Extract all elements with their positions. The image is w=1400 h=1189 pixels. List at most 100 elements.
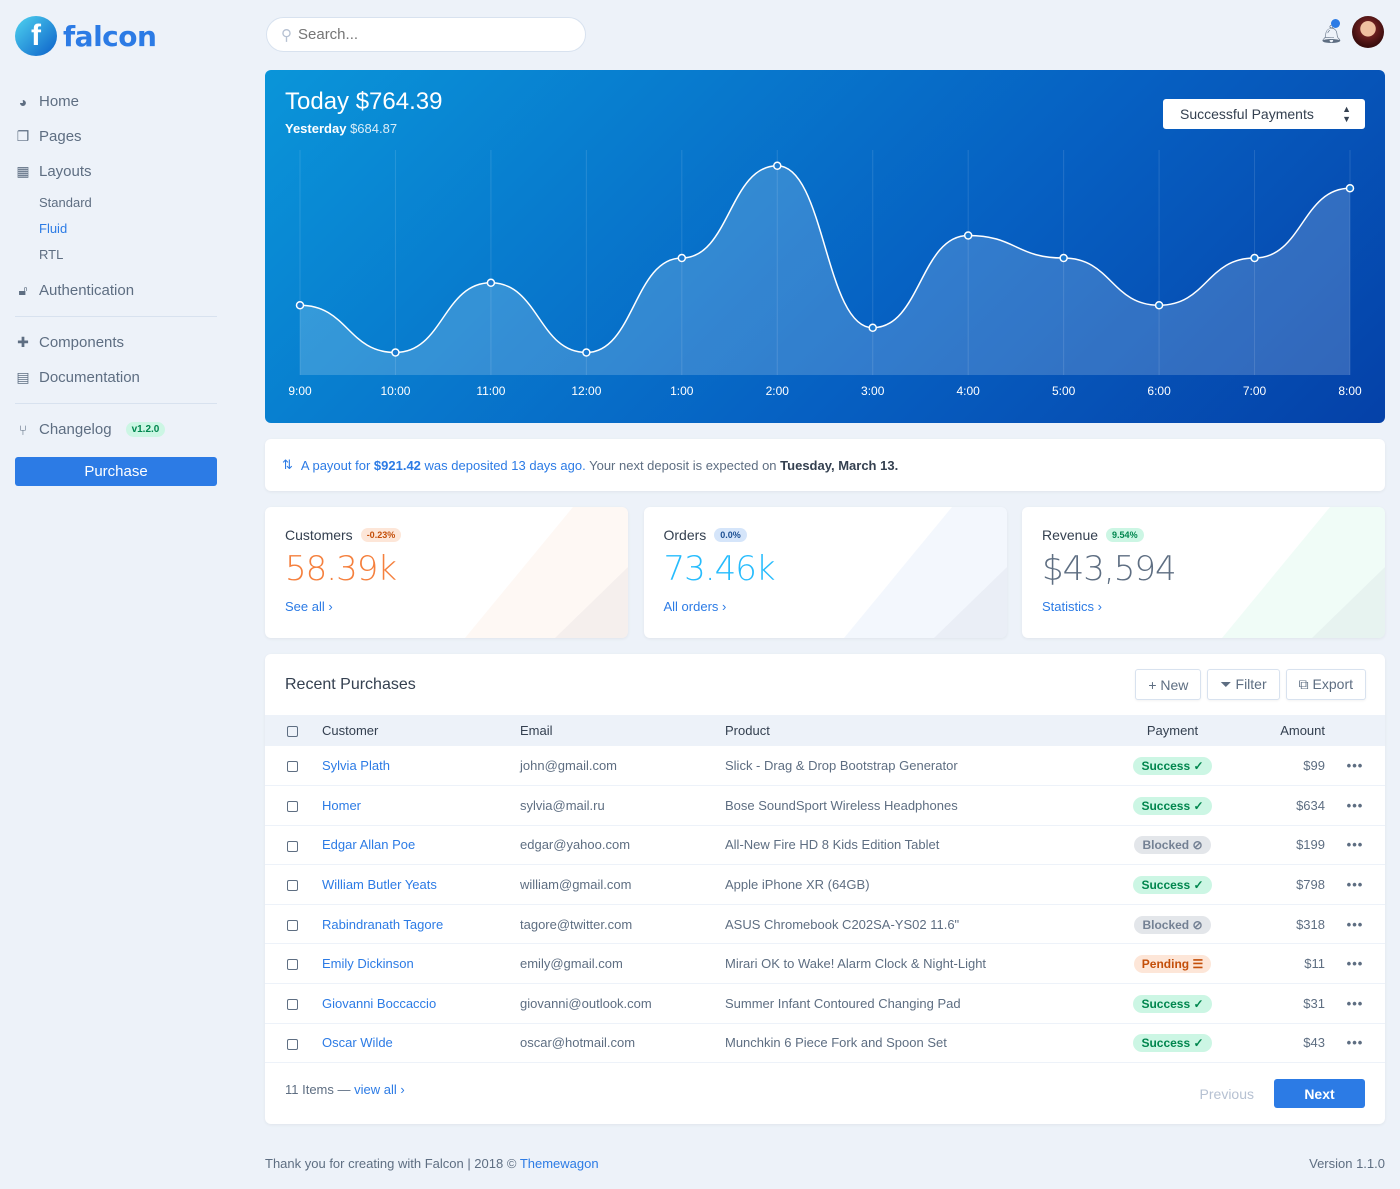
sidebar-item-layouts[interactable]: ▦ Layouts xyxy=(15,154,217,189)
card-background-decoration xyxy=(465,507,628,638)
x-tick-label: 2:00 xyxy=(766,384,790,398)
next-button[interactable]: Next xyxy=(1274,1079,1365,1108)
more-actions-icon[interactable]: ••• xyxy=(1346,1035,1364,1051)
x-tick-label: 12:00 xyxy=(571,384,601,398)
data-point[interactable] xyxy=(773,161,782,170)
sidebar-item-components[interactable]: ✚ Components xyxy=(15,325,217,360)
sidebar-item-label: Layouts xyxy=(39,163,92,180)
col-email[interactable]: Email xyxy=(520,715,725,746)
stat-label: Customers xyxy=(285,527,353,543)
code-branch-icon: ⑂ xyxy=(18,421,28,438)
sidebar-item-documentation[interactable]: ▤ Documentation xyxy=(15,360,217,395)
data-point[interactable] xyxy=(295,301,305,310)
status-badge: Success ✓ xyxy=(1133,994,1212,1013)
customer-link[interactable]: William Butler Yeats xyxy=(322,864,520,905)
col-customer[interactable]: Customer xyxy=(322,715,520,746)
sidebar-sub-standard[interactable]: Standard xyxy=(39,194,92,210)
stat-value: $43,594 xyxy=(1042,549,1177,589)
email-cell: john@gmail.com xyxy=(520,746,725,787)
data-point[interactable] xyxy=(1250,253,1259,263)
customer-link[interactable]: Giovanni Boccaccio xyxy=(322,983,520,1024)
more-actions-icon[interactable]: ••• xyxy=(1346,956,1364,972)
stat-link[interactable]: See all › xyxy=(285,599,333,614)
x-tick-label: 9:00 xyxy=(288,384,312,398)
more-actions-icon[interactable]: ••• xyxy=(1346,995,1364,1011)
col-payment[interactable]: Payment xyxy=(1120,715,1225,746)
count-text: 11 Items — xyxy=(285,1082,351,1097)
stat-label: Revenue xyxy=(1042,527,1099,543)
sidebar-item-authentication[interactable]: 🔓︎ Authentication xyxy=(15,273,217,308)
row-checkbox[interactable] xyxy=(287,880,298,892)
exchange-icon: ⇅ xyxy=(282,457,293,472)
more-actions-icon[interactable]: ••• xyxy=(1346,916,1364,932)
stat-value: 73.46k xyxy=(663,549,776,589)
data-point[interactable] xyxy=(391,348,400,357)
data-point[interactable] xyxy=(486,278,496,287)
data-point[interactable] xyxy=(677,253,687,263)
items-count: 11 Items — view all › xyxy=(285,1082,405,1097)
sidebar-item-home[interactable]: ◕ Home xyxy=(15,84,217,119)
data-point[interactable] xyxy=(1154,301,1164,310)
email-cell: sylvia@mail.ru xyxy=(520,785,725,826)
x-tick-label: 10:00 xyxy=(380,384,410,398)
search-bar[interactable]: ⚲ xyxy=(266,17,586,52)
row-checkbox[interactable] xyxy=(287,998,298,1010)
filter-button[interactable]: ⏷ Filter xyxy=(1207,669,1280,700)
bell-icon[interactable]: 🔔︎ xyxy=(1320,24,1343,44)
row-checkbox[interactable] xyxy=(287,1038,298,1050)
logo[interactable]: f falcon xyxy=(15,16,157,56)
search-input[interactable] xyxy=(298,26,558,43)
sidebar-item-changelog[interactable]: ⑂ Changelog v1.2.0 xyxy=(15,412,217,447)
new-button[interactable]: + New xyxy=(1135,669,1202,700)
row-checkbox[interactable] xyxy=(287,919,298,931)
row-checkbox[interactable] xyxy=(287,959,298,971)
col-product[interactable]: Product xyxy=(725,715,1120,746)
product-cell: Summer Infant Contoured Changing Pad xyxy=(725,983,1120,1024)
search-icon: ⚲ xyxy=(281,26,292,44)
sidebar-item-label: Components xyxy=(39,334,125,351)
row-checkbox[interactable] xyxy=(287,840,298,852)
customer-link[interactable]: Oscar Wilde xyxy=(322,1023,520,1064)
row-checkbox[interactable] xyxy=(287,761,298,773)
customer-link[interactable]: Emily Dickinson xyxy=(322,943,520,985)
data-point[interactable] xyxy=(868,323,877,332)
data-point[interactable] xyxy=(1345,184,1355,193)
data-point[interactable] xyxy=(963,231,973,240)
purchase-button[interactable]: Purchase xyxy=(15,457,217,486)
more-actions-icon[interactable]: ••• xyxy=(1346,837,1364,853)
table-row: Edgar Allan Poe edgar@yahoo.com All-New … xyxy=(265,825,1385,866)
product-cell: All-New Fire HD 8 Kids Edition Tablet xyxy=(725,825,1120,866)
more-actions-icon[interactable]: ••• xyxy=(1346,877,1364,893)
stat-link[interactable]: All orders › xyxy=(663,599,727,614)
customer-link[interactable]: Rabindranath Tagore xyxy=(322,904,520,945)
sidebar-sub-fluid[interactable]: Fluid xyxy=(39,220,68,236)
more-actions-icon[interactable]: ••• xyxy=(1346,797,1364,813)
book-icon: ▤ xyxy=(16,369,30,385)
col-amount[interactable]: Amount xyxy=(1225,715,1325,746)
customer-link[interactable]: Sylvia Plath xyxy=(322,746,520,787)
x-tick-label: 7:00 xyxy=(1243,384,1267,398)
divider xyxy=(15,403,217,404)
area-fill xyxy=(300,165,1350,375)
purchases-table: Customer Email Product Payment Amount Sy… xyxy=(265,715,1385,1064)
data-point[interactable] xyxy=(1059,253,1068,263)
avatar[interactable] xyxy=(1352,16,1384,48)
view-all-link[interactable]: view all › xyxy=(354,1082,405,1097)
select-all-checkbox[interactable] xyxy=(287,726,298,738)
stat-link[interactable]: Statistics › xyxy=(1042,599,1102,614)
sidebar-item-pages[interactable]: ❐ Pages xyxy=(15,119,217,154)
customer-link[interactable]: Homer xyxy=(322,785,520,826)
themewagon-link[interactable]: Themewagon xyxy=(519,1156,599,1171)
customer-link[interactable]: Edgar Allan Poe xyxy=(322,825,520,866)
yesterday-amount: Yesterday $684.87 xyxy=(285,121,397,136)
payout-pre: A payout for xyxy=(300,457,371,473)
sidebar-sub-rtl[interactable]: RTL xyxy=(39,246,64,262)
sidebar-item-label: Authentication xyxy=(39,282,135,299)
email-cell: oscar@hotmail.com xyxy=(520,1023,725,1064)
more-actions-icon[interactable]: ••• xyxy=(1346,758,1364,774)
payment-type-select[interactable]: Successful Payments ▲ ▼ xyxy=(1163,99,1365,129)
previous-button[interactable]: Previous xyxy=(1199,1085,1254,1102)
data-point[interactable] xyxy=(582,348,591,357)
export-button[interactable]: ⧉ Export xyxy=(1285,669,1366,700)
row-checkbox[interactable] xyxy=(287,800,298,812)
